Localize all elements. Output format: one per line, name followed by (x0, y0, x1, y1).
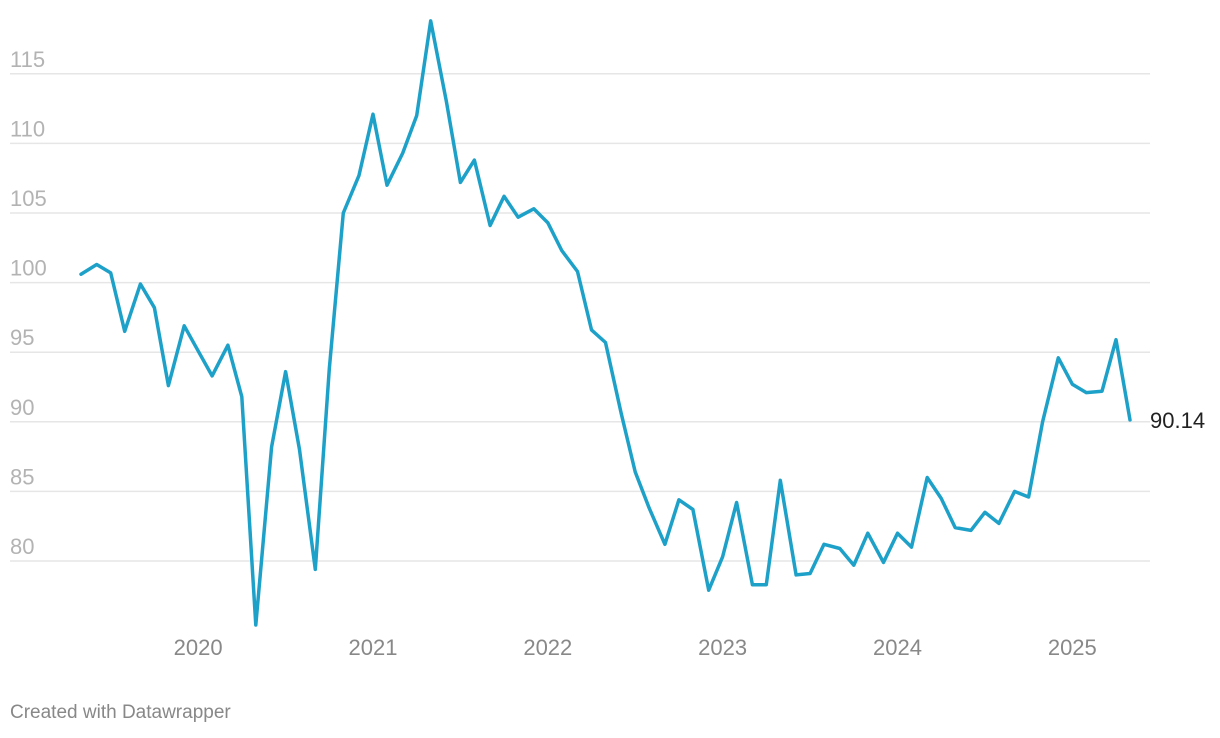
y-tick-label: 85 (10, 464, 34, 489)
y-tick-label: 80 (10, 534, 34, 559)
x-tick-label: 2022 (523, 635, 572, 660)
x-tick-label: 2020 (174, 635, 223, 660)
x-tick-label: 2024 (873, 635, 922, 660)
y-tick-label: 110 (10, 116, 45, 141)
x-axis-ticks: 2020 2021 2022 2023 2024 2025 (174, 635, 1097, 660)
y-tick-label: 115 (10, 47, 45, 72)
gridlines (10, 73, 1150, 562)
x-tick-label: 2023 (698, 635, 747, 660)
y-tick-label: 90 (10, 395, 34, 420)
series-line (79, 19, 1132, 627)
x-tick-label: 2021 (348, 635, 397, 660)
credit-text: Created with Datawrapper (10, 702, 231, 723)
last-value-label: 90.14 (1150, 408, 1205, 433)
y-tick-label: 100 (10, 256, 47, 281)
y-axis-ticks: 80 85 90 95 100 105 110 115 (10, 47, 47, 559)
y-tick-label: 105 (10, 186, 47, 211)
x-tick-label: 2025 (1048, 635, 1097, 660)
y-tick-label: 95 (10, 325, 34, 350)
